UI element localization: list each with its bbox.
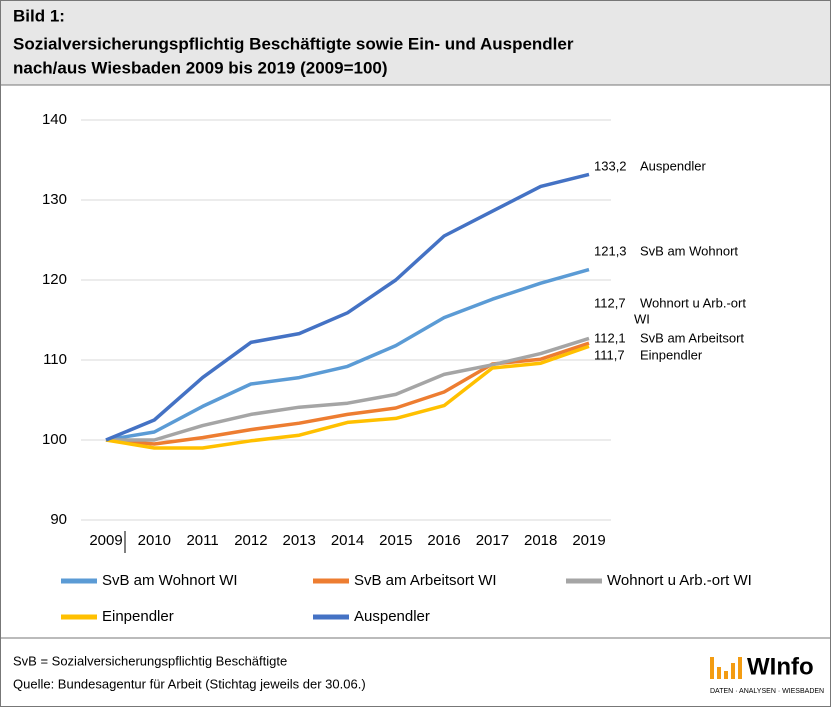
x-tick-label: 2015 [379,532,412,549]
series-line [106,336,590,442]
end-series-label: SvB am Wohnort [640,243,738,258]
end-value-label: 111,7 [594,347,625,362]
end-value-label: 121,3 [594,243,627,258]
legend-label: Wohnort u Arb.-ort WI [607,572,752,589]
series-line [105,172,590,442]
footnote: SvB = Sozialversicherungspflichtig Besch… [13,653,287,668]
end-value-label: 112,1 [594,330,626,345]
x-tick-label: 2014 [331,532,364,549]
y-tick-label: 120 [42,271,67,288]
source: Quelle: Bundesagentur für Arbeit (Sticht… [13,676,366,691]
end-value-label: 133,2 [594,158,627,173]
x-tick-label: 2010 [138,532,171,549]
x-tick-label: 2016 [427,532,460,549]
series-line [105,267,590,442]
x-tick-label: 2018 [524,532,557,549]
title-line: Sozialversicherungspflichtig Beschäftigt… [13,34,574,53]
end-series-label: WI [634,311,650,326]
y-tick-label: 110 [43,351,67,368]
end-series-label: Einpendler [640,347,703,362]
title-line: nach/aus Wiesbaden 2009 bis 2019 (2009=1… [13,58,388,77]
x-tick-label: 2019 [572,532,605,549]
series-line [105,344,590,450]
legend-label: Einpendler [102,608,174,625]
end-value-label: 112,7 [594,295,626,310]
logo-tagline: DATEN · ANALYSEN · WIESBADEN [710,688,824,695]
y-tick-label: 90 [50,511,67,528]
y-tick-label: 130 [42,191,67,208]
x-tick-label: 2012 [234,532,267,549]
legend-label: SvB am Wohnort WI [102,572,238,589]
end-series-label: Wohnort u Arb.-ort [640,295,746,310]
logo-name: WInfo [747,653,814,680]
end-series-label: SvB am Arbeitsort [640,330,744,345]
x-tick-label: 2009 [89,532,122,549]
x-tick-label: 2017 [476,532,509,549]
logo-bars [710,657,742,679]
x-tick-label: 2011 [186,532,218,549]
y-tick-label: 140 [42,111,67,128]
end-series-label: Auspendler [640,158,706,173]
title-line: Bild 1: [13,6,65,25]
x-tick-label: 2013 [283,532,316,549]
header-background [1,1,830,85]
y-tick-label: 100 [42,431,67,448]
legend-label: SvB am Arbeitsort WI [354,572,497,589]
legend-label: Auspendler [354,608,430,625]
